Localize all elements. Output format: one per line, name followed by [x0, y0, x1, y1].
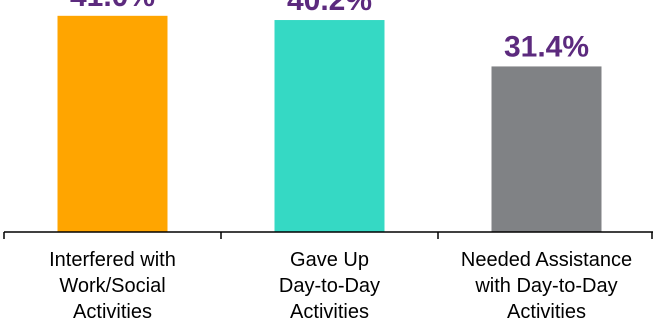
- bar-3: [491, 66, 602, 232]
- data-label-2: 40.2%: [287, 0, 372, 17]
- category-label-line: Gave Up: [290, 249, 369, 271]
- category-label-2: Gave Up Day-to-Day Activities: [279, 249, 380, 323]
- bar-1: [57, 15, 168, 233]
- category-label-line: with Day-to-Day: [474, 275, 617, 297]
- labels-layer: 41.0% Interfered with Work/Social Activitie…: [49, 0, 632, 323]
- bar-2: [274, 20, 385, 233]
- bars-layer: [57, 15, 602, 233]
- category-label-3: Needed Assistance with Day-to-Day Activiti…: [461, 249, 632, 323]
- category-label-line: Needed Assistance: [461, 249, 632, 271]
- category-label-1: Interfered with Work/Social Activities: [49, 249, 176, 323]
- category-label-line: Activities: [73, 301, 152, 323]
- category-label-line: Interfered with: [49, 249, 176, 271]
- category-label-line: Work/Social: [59, 275, 165, 297]
- x-axis: [3, 231, 653, 239]
- data-label-3: 31.4%: [504, 30, 589, 63]
- category-label-line: Activities: [290, 301, 369, 323]
- category-label-line: Day-to-Day: [279, 275, 380, 297]
- category-label-line: Activities: [507, 301, 586, 323]
- data-label-1: 41.0%: [70, 0, 155, 13]
